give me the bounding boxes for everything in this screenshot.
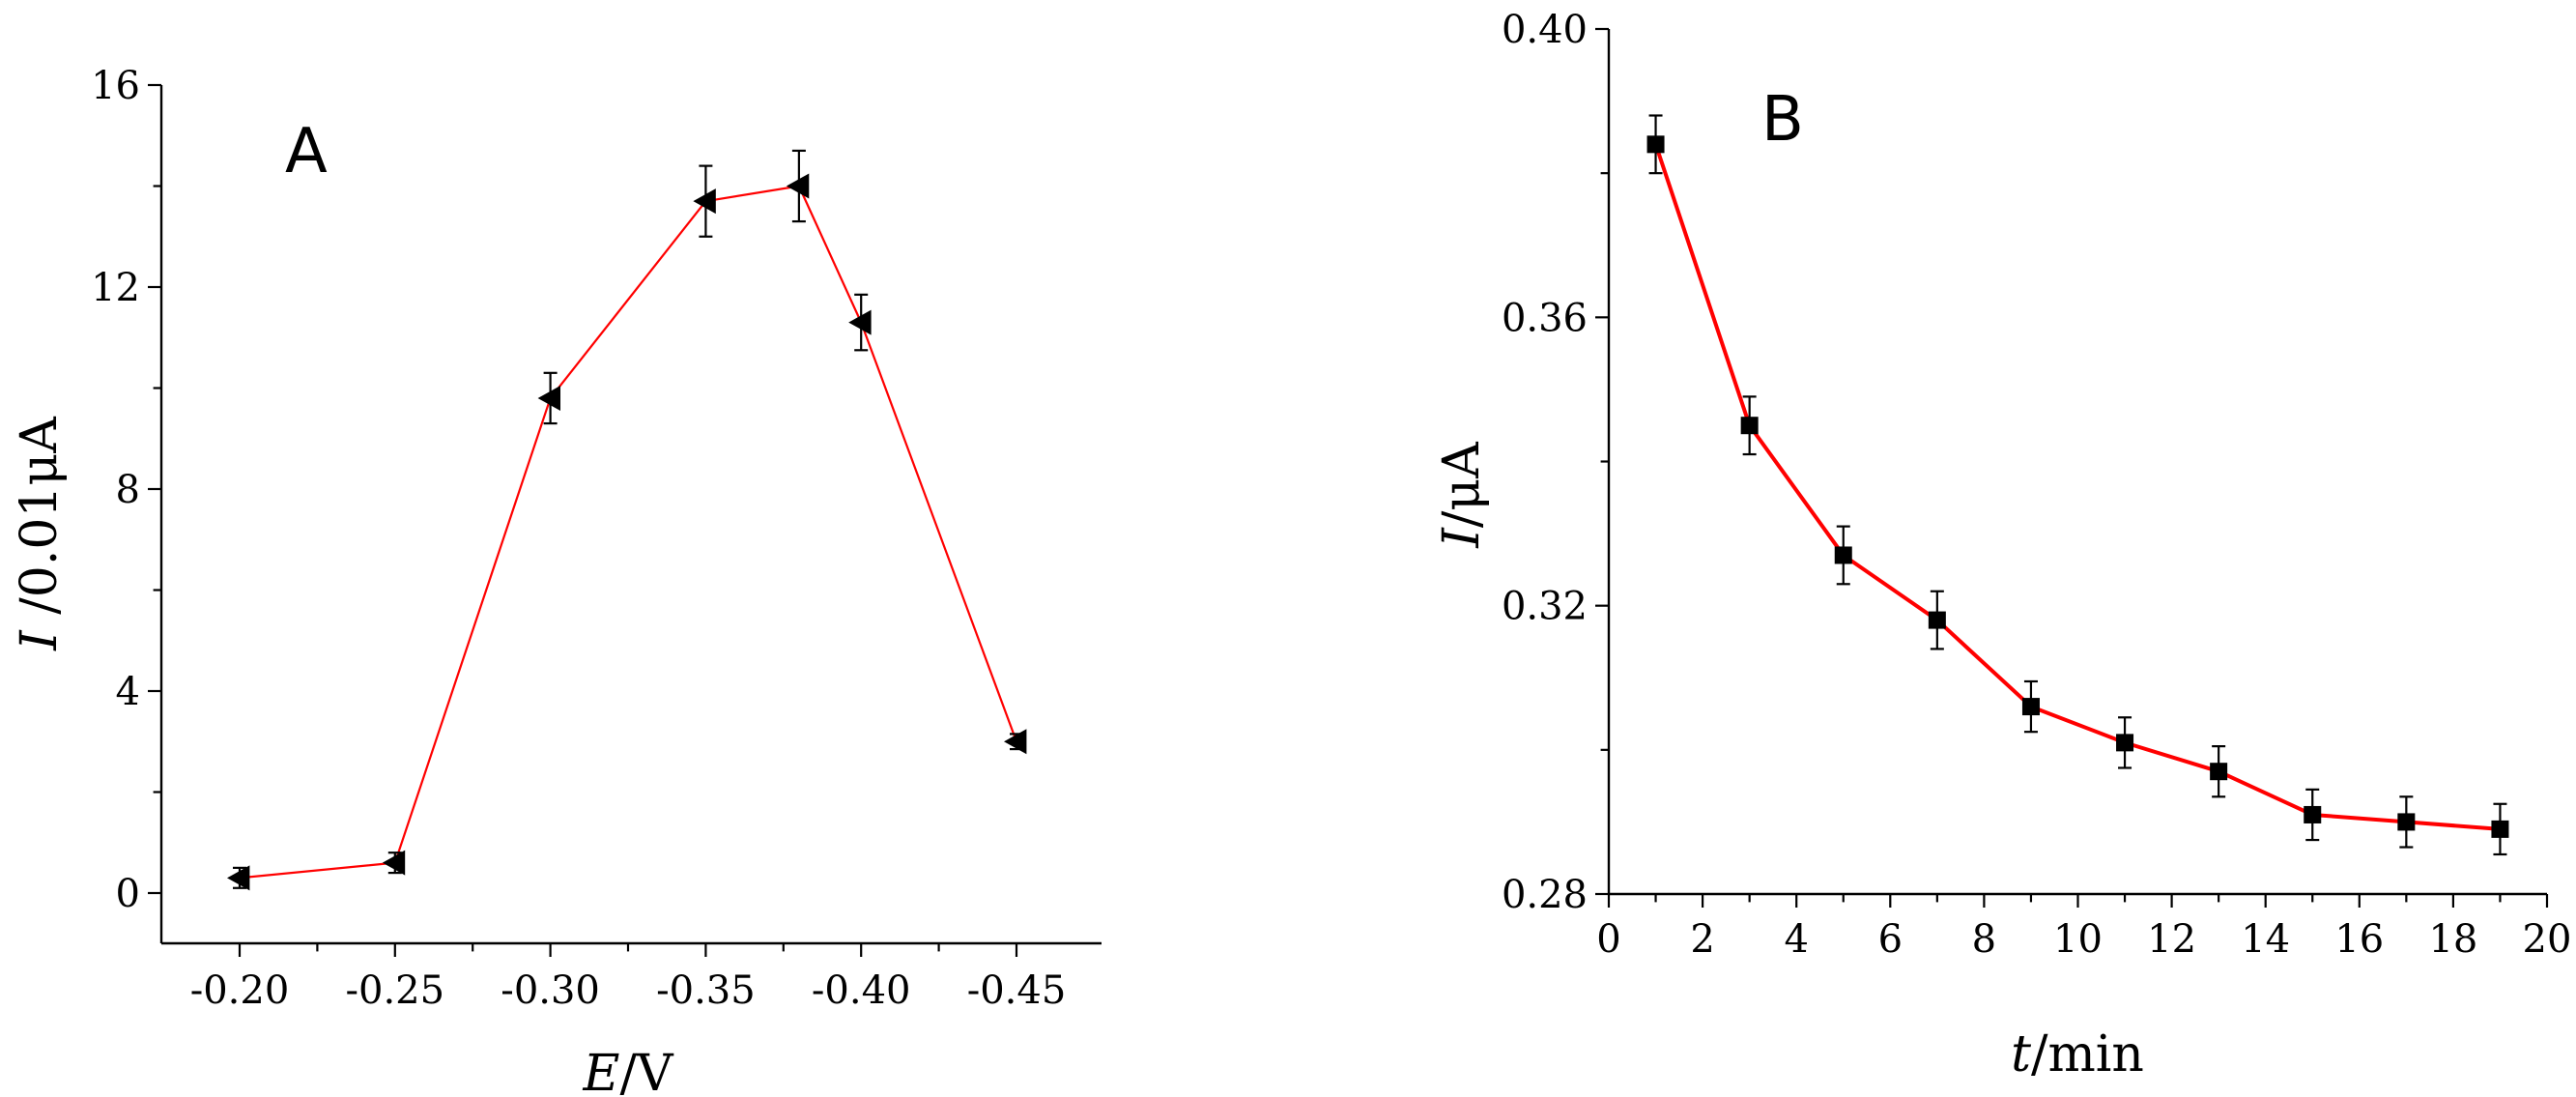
panel-b-x-tick-label: 2: [1690, 917, 1714, 962]
panel-b-data-point: [2397, 813, 2416, 831]
panel-b-data-point: [1646, 135, 1665, 154]
panel-a-label: A: [285, 116, 328, 188]
panel-b-x-tick-label: 6: [1878, 917, 1903, 962]
panel-b-y-tick-label: 0.36: [1502, 296, 1588, 340]
panel-a-x-tick-label: -0.35: [656, 968, 756, 1013]
panel-a-x-tick-label: -0.25: [346, 968, 445, 1013]
panel-b-x-tick-label: 4: [1784, 917, 1808, 962]
panel-a-data-point: [537, 385, 560, 411]
panel-a-x-tick-label: -0.45: [967, 968, 1067, 1013]
panel-a-data-point: [848, 309, 872, 335]
panel-b-series-line: [1653, 143, 2501, 831]
panel-a-y-tick-label: 16: [91, 64, 140, 108]
panel-b-data-point: [2304, 805, 2322, 823]
panel-a-y-tick-label: 8: [116, 468, 140, 512]
panel-b-x-tick-label: 8: [1972, 917, 1996, 962]
panel-b-x-axis-title: t/min: [2011, 1025, 2144, 1083]
panel-a-data-point: [1004, 729, 1027, 755]
panel-b-x-tick-label: 12: [2147, 917, 2196, 962]
panel-a-chart: A E/V I /0.01μA -0.20 -0.25 -0.30 -0.35 -0.4…: [11, 64, 1102, 1097]
panel-a-data-point: [382, 850, 406, 876]
panel-b-data-point: [1834, 546, 1852, 564]
panel-a-x-tick-label: -0.20: [190, 968, 290, 1013]
panel-b-data-point: [2210, 763, 2228, 781]
panel-b-data-point: [2021, 698, 2040, 716]
panel-a-series-line: [239, 185, 1018, 880]
panel-b-data-point: [1928, 611, 1946, 629]
panel-b-x-tick-label: 14: [2241, 917, 2290, 962]
panel-b-y-tick-label: 0.32: [1502, 585, 1588, 629]
panel-b-chart: B t/min I/μA 0 2 4 6 8 10 12 14 16 18 20 0.28 0.32 0…: [1433, 8, 2571, 1083]
panel-b-x-tick-label: 16: [2334, 917, 2384, 962]
panel-b-data-point: [1740, 417, 1759, 435]
panel-b-y-tick-label: 0.28: [1502, 873, 1588, 917]
panel-b-data-point: [2116, 734, 2134, 752]
panel-a-data-point: [227, 865, 250, 891]
panel-b-label: B: [1761, 84, 1804, 156]
panel-a-y-axis-title: I /0.01μA: [11, 416, 69, 651]
panel-b-x-tick-label: 10: [2053, 917, 2103, 962]
panel-b-y-axis-title: I/μA: [1433, 441, 1491, 549]
panel-a-x-tick-label: -0.30: [501, 968, 600, 1013]
panel-a-x-axis-title: E/V: [582, 1045, 673, 1097]
panel-a-data-point: [786, 173, 810, 199]
panel-a-y-tick-label: 12: [91, 266, 140, 310]
panel-a-data-point: [693, 188, 716, 215]
panel-b-data-point: [2491, 820, 2509, 838]
panel-a-x-tick-label: -0.40: [812, 968, 911, 1013]
panel-b-x-tick-label: 18: [2428, 917, 2477, 962]
panel-a-y-tick-label: 0: [116, 872, 140, 916]
panel-b-x-tick-label: 0: [1596, 917, 1620, 962]
panel-a-y-tick-label: 4: [116, 670, 140, 714]
panel-b-y-tick-label: 0.40: [1502, 8, 1588, 52]
panel-b-x-tick-label: 20: [2523, 917, 2572, 962]
